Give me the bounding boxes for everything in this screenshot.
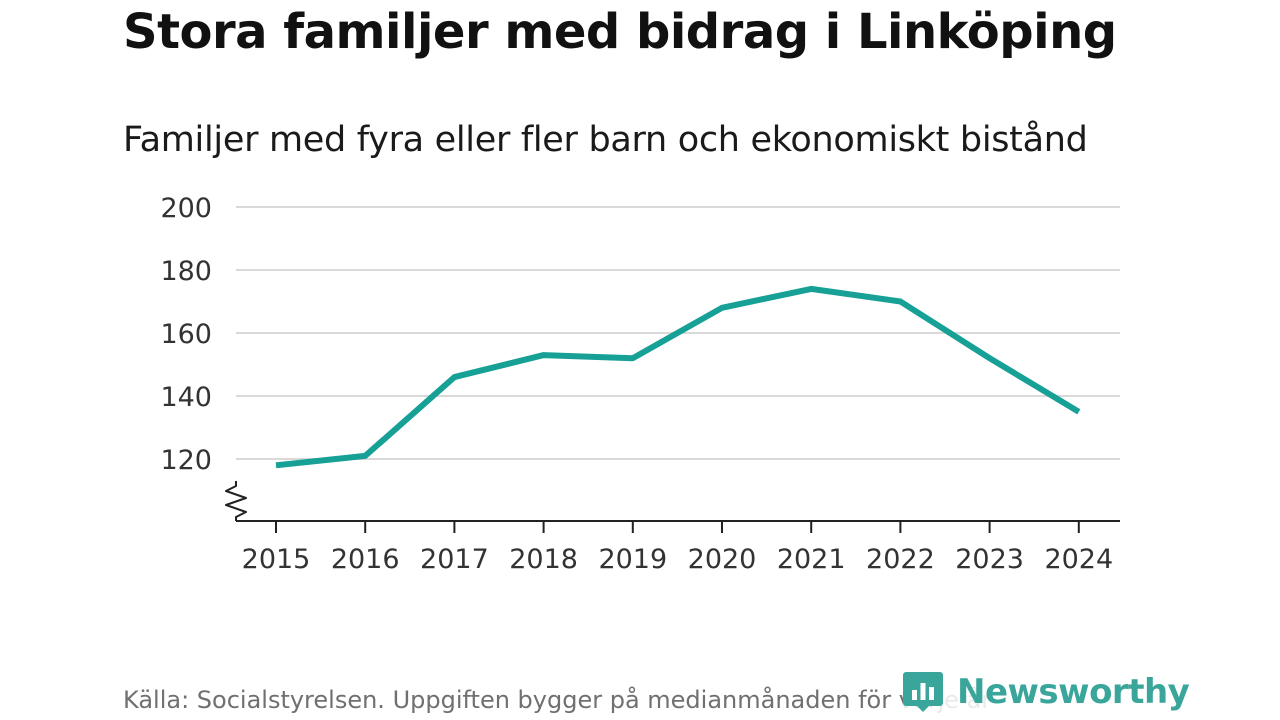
x-tick-label-2024: 2024 (1044, 544, 1113, 575)
x-tick-label-2022: 2022 (866, 544, 935, 575)
x-tick-label-2017: 2017 (420, 544, 489, 575)
y-tick-label-200: 200 (160, 193, 212, 224)
series-lines (275, 285, 1081, 469)
x-axis-ticks: 2015 2016 2017 2018 2019 2020 2021 2022 2023 2024 (242, 521, 1113, 575)
y-tick-label-140: 140 (160, 382, 212, 413)
newsworthy-logo-icon (903, 672, 943, 712)
brand-logo: Newsworthy (903, 670, 1190, 714)
source-note: Källa: Socialstyrelsen. Uppgiften bygger… (123, 686, 992, 714)
x-tick-label-2015: 2015 (242, 544, 311, 575)
x-tick-label-2021: 2021 (777, 544, 846, 575)
brand-name: Newsworthy (957, 672, 1190, 712)
chart-title: Stora familjer med bidrag i Linköping (123, 4, 1117, 60)
y-tick-label-180: 180 (160, 256, 212, 287)
y-tick-label-120: 120 (160, 445, 212, 476)
x-tick-label-2023: 2023 (955, 544, 1024, 575)
x-tick-label-2016: 2016 (331, 544, 400, 575)
x-tick-label-2018: 2018 (509, 544, 578, 575)
y-axis-ticks: 120 140 160 180 200 (160, 193, 212, 476)
x-tick-label-2020: 2020 (688, 544, 757, 575)
x-axis (225, 481, 1120, 522)
x-tick-label-2019: 2019 (598, 544, 667, 575)
chart-subtitle: Familjer med fyra eller fler barn och ek… (123, 120, 1088, 160)
y-tick-label-160: 160 (160, 319, 212, 350)
series-line-0 (275, 285, 1081, 469)
axis-break-icon (225, 481, 247, 521)
